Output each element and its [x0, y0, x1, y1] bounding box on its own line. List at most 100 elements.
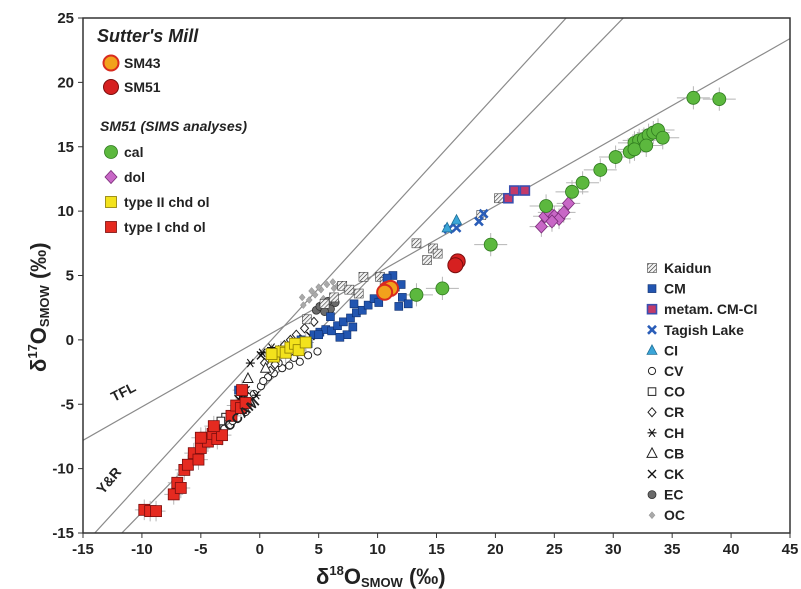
legend-marker-sm43 [102, 54, 120, 72]
legend-label-sm51: SM51 [124, 79, 161, 95]
y-tick-label: -10 [52, 461, 74, 478]
legend-top-items: SM43 SM51 [102, 54, 161, 95]
x-tick-label: -10 [131, 541, 153, 558]
point-tagish-lake [474, 216, 484, 227]
legend-label-type-ii-chd-ol: type II chd ol [124, 194, 210, 210]
point-cm [326, 312, 335, 322]
point-oc [311, 290, 319, 299]
point-kaidun [353, 288, 364, 299]
point-cal [575, 175, 590, 190]
legend-label-cal: cal [124, 144, 143, 160]
point-kaidun [319, 299, 330, 309]
point-metam-cm-ci [508, 185, 520, 196]
point-ci [450, 213, 463, 225]
x-tick-label: 10 [369, 541, 386, 558]
point-metam-cm-ci [519, 185, 531, 196]
point-sm43 [376, 283, 394, 301]
x-tick-label: -15 [72, 541, 94, 558]
point-cm [394, 302, 404, 311]
legend-marker-co [647, 387, 657, 396]
point-cr [299, 323, 310, 334]
legend-marker-sm51 [103, 79, 119, 95]
series-sm43 [376, 279, 400, 301]
y-tick-label: -15 [52, 525, 74, 542]
point-dol [534, 219, 548, 234]
point-tagish-lake [451, 222, 462, 233]
legend-marker-ec [647, 490, 657, 500]
legend-label-ch: CH [664, 425, 684, 441]
point-oc [305, 296, 313, 304]
series-oc [298, 278, 341, 309]
point-oc [298, 293, 306, 302]
point-cv [259, 376, 268, 386]
point-kaidun [344, 284, 355, 295]
series-cb [242, 361, 272, 383]
point-cal [593, 163, 608, 177]
point-cm [348, 322, 358, 332]
legend-heading: Sutter's Mill [97, 26, 199, 46]
point-cb [242, 371, 254, 383]
x-tick-label: 40 [723, 541, 740, 558]
point-type-i-chd-ol [236, 384, 248, 396]
legend-label-cb: CB [664, 445, 684, 461]
point-type-ii-chd-ol [292, 344, 305, 357]
point-dol [561, 196, 576, 211]
legend-label-ck: CK [664, 466, 684, 482]
legend-label-ci: CI [664, 342, 678, 358]
point-cal [409, 287, 424, 302]
data-points [138, 90, 727, 518]
series-metam-cm-ci [503, 185, 531, 204]
legend-marker-tagish-lake [647, 324, 657, 335]
point-metam-cm-ci [503, 192, 514, 204]
series-dol [534, 196, 576, 234]
line-label-tfl: TFL [108, 379, 139, 405]
point-type-i-chd-ol [192, 453, 205, 466]
x-axis-ticks: -15 -10 -5 0 5 10 15 20 25 30 35 40 45 [72, 533, 798, 558]
line-label-yr: Y&R [93, 464, 124, 497]
point-oc [329, 278, 337, 286]
point-kaidun [329, 292, 339, 303]
series-sm51 [447, 253, 466, 274]
point-kaidun [494, 193, 504, 204]
point-dol [545, 214, 559, 229]
point-cm [335, 332, 345, 342]
legend-marker-oc [648, 511, 656, 520]
legend-marker-cb [646, 446, 658, 458]
point-type-i-chd-ol [239, 397, 252, 409]
point-cal [712, 92, 727, 107]
point-type-i-chd-ol [194, 431, 207, 444]
series-ci [441, 213, 463, 233]
legend-label-dol: dol [124, 169, 145, 185]
y-axis-ticks: -15 -10 -5 0 5 10 15 20 25 [52, 10, 83, 542]
point-cm [327, 326, 336, 336]
legend-label-co: CO [664, 384, 685, 400]
legend-label-cv: CV [664, 363, 684, 379]
point-dol [557, 205, 571, 220]
y-tick-label: 5 [66, 268, 74, 285]
point-type-i-chd-ol [207, 420, 220, 433]
point-cal [655, 130, 670, 145]
point-type-i-chd-ol [167, 488, 180, 501]
legend-marker-ch [647, 428, 657, 438]
point-ck [256, 350, 266, 360]
legend-marker-type-i-chd-ol [105, 221, 117, 233]
legend-marker-ci [646, 344, 658, 355]
legend-label-metam-cm-ci: metam. CM-CI [664, 301, 757, 317]
legend-subheading: SM51 (SIMS analyses) [100, 118, 247, 134]
legend-label-kaidun: Kaidun [664, 260, 711, 276]
x-tick-label: 0 [256, 541, 264, 558]
point-oc [308, 287, 315, 295]
point-sm51 [447, 257, 464, 274]
x-tick-label: 30 [605, 541, 622, 558]
point-cal [608, 150, 623, 164]
point-type-ii-chd-ol [299, 336, 312, 349]
legend-marker-type-ii-chd-ol [105, 196, 117, 208]
legend-marker-cm [647, 284, 657, 293]
point-cal [565, 184, 579, 199]
legend-label-tagish-lake: Tagish Lake [664, 322, 744, 338]
y-tick-label: -5 [61, 396, 74, 413]
x-tick-label: 5 [314, 541, 322, 558]
point-cm [314, 330, 323, 340]
point-kaidun [422, 255, 432, 265]
